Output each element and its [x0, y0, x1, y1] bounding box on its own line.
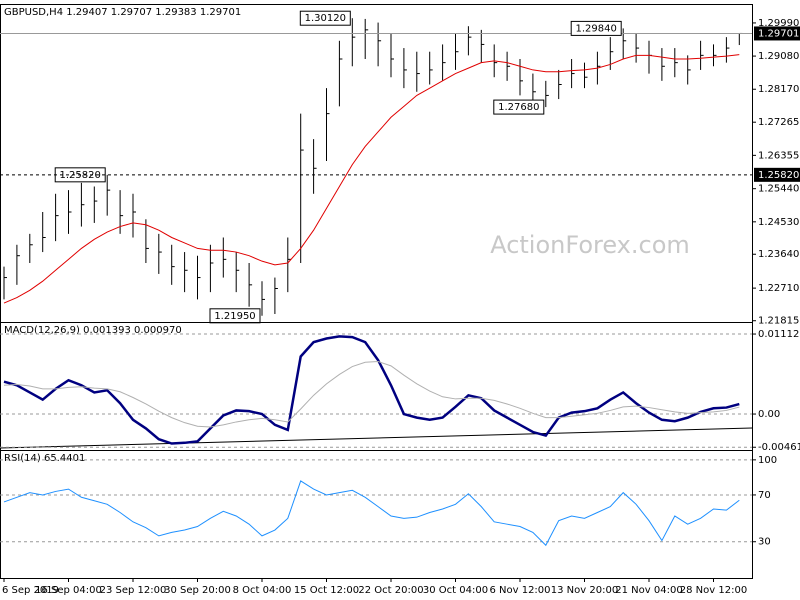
x-tick-label: 30 Oct 04:00 [423, 585, 488, 596]
series-line [3, 54, 740, 304]
y-tick-label: 1.29990 [758, 18, 799, 29]
y-tick-label: 70 [758, 490, 771, 501]
y-tick-label: 1.27265 [758, 117, 799, 128]
y-tick-label: 1.24530 [758, 217, 799, 228]
series-line [3, 480, 740, 547]
y-tick-label: -0.004617 [758, 442, 800, 453]
y-tick-label: 0.011123 [758, 329, 800, 340]
y-tick-label: 1.29080 [758, 51, 799, 62]
y-tick-label: 1.23640 [758, 249, 799, 260]
x-tick-label: 28 Nov 12:00 [680, 585, 747, 596]
plot [3, 335, 740, 445]
y-tick-label: 1.28170 [758, 84, 799, 95]
x-tick-label: 6 Nov 12:00 [489, 585, 550, 596]
panel-frame [0, 450, 753, 579]
price-box [754, 26, 800, 41]
y-tick-label: 1.22710 [758, 283, 799, 294]
x-tick-label: 13 Nov 20:00 [551, 585, 618, 596]
x-tick-label: 8 Oct 04:00 [233, 585, 292, 596]
y-tick-label: 0.00 [758, 409, 780, 420]
series-line [3, 335, 740, 445]
annotation-box [299, 10, 351, 26]
y-tick-label: 1.25440 [758, 184, 799, 195]
y-tick-label: 1.21815 [758, 316, 799, 327]
level-label: 1.25820 [758, 170, 799, 181]
trend-line [0, 427, 753, 449]
x-tick-label: 22 Oct 20:00 [358, 585, 423, 596]
x-tick-label: 21 Nov 04:00 [615, 585, 682, 596]
y-tick-label: 1.26355 [758, 150, 799, 161]
annotation-box [493, 99, 545, 115]
x-tick-label: 30 Sep 20:00 [164, 585, 231, 596]
panel-title: RSI(14) 65.4401 [4, 453, 85, 464]
level-box [754, 167, 800, 182]
panel-title: GBPUSD,H4 1.29407 1.29707 1.29383 1.2970… [4, 7, 241, 18]
annotation-label: 1.29840 [576, 23, 617, 34]
x-tick-label: 15 Oct 12:00 [294, 585, 359, 596]
series-line [3, 361, 740, 428]
annotation-label: 1.21950 [214, 311, 255, 322]
watermark: ActionForex.com [490, 231, 690, 259]
annotation-label: 1.27680 [498, 102, 539, 113]
panel-title: MACD(12,26,9) 0.001393 0.000970 [4, 325, 182, 336]
x-tick-label: 23 Sep 12:00 [100, 585, 167, 596]
x-tick-label: 16 Sep 04:00 [35, 585, 102, 596]
plot [3, 480, 740, 547]
annotation-box [570, 20, 622, 36]
annotation-label: 1.30120 [305, 13, 346, 24]
y-tick-label: 30 [758, 537, 771, 548]
x-tick-label: 6 Sep 2019 [2, 585, 59, 596]
y-tick-label: 100 [758, 455, 777, 466]
price-label: 1.29701 [758, 28, 799, 39]
